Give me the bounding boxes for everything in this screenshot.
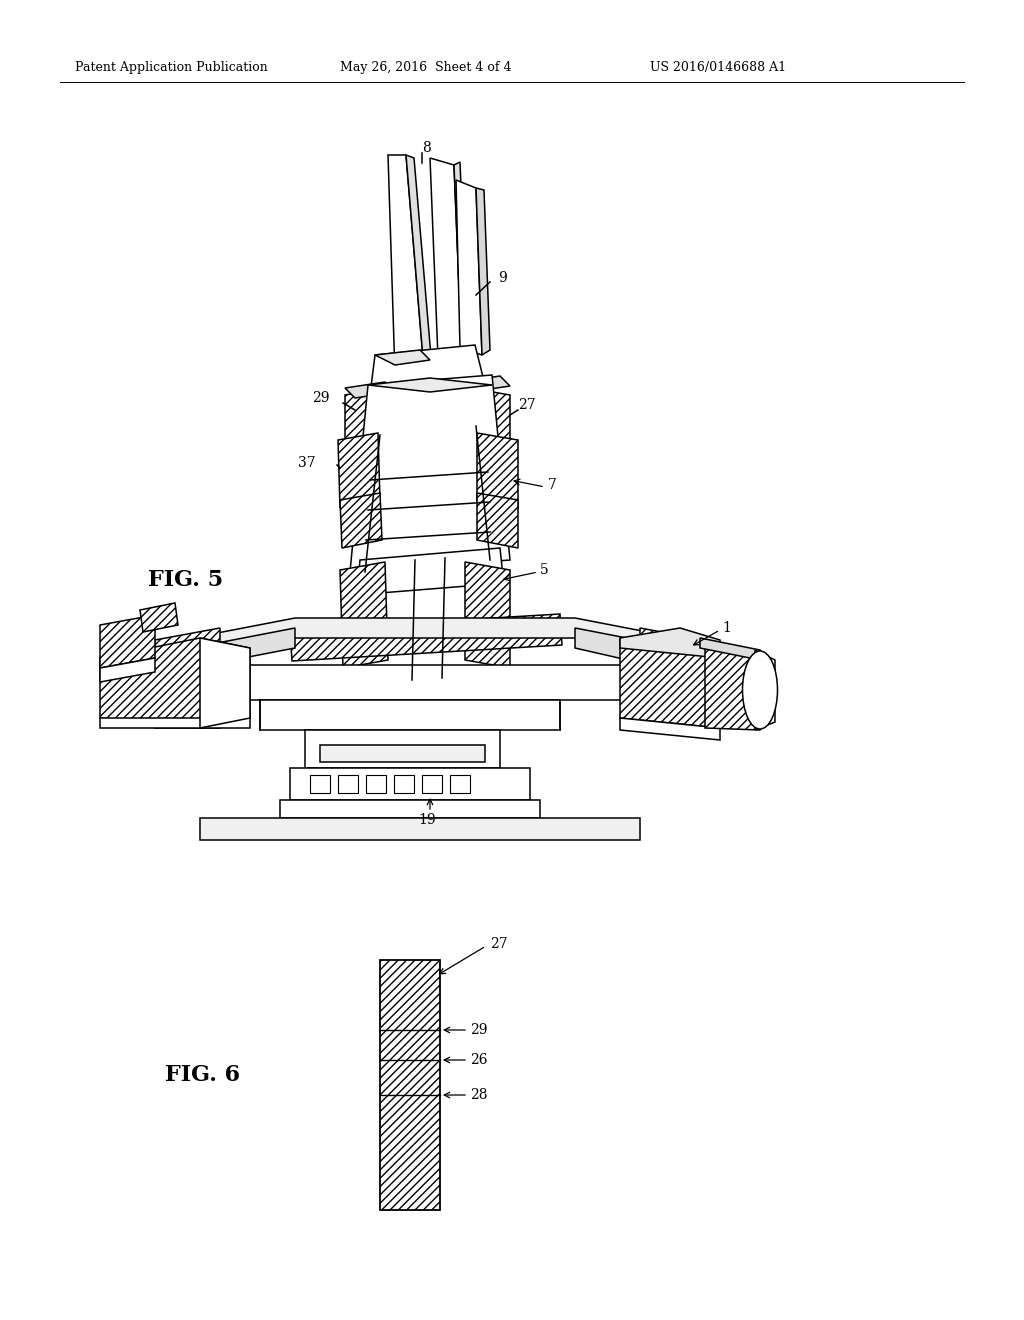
Polygon shape — [290, 614, 562, 661]
Polygon shape — [338, 433, 380, 508]
Text: 27: 27 — [518, 399, 536, 412]
Polygon shape — [200, 818, 640, 840]
Polygon shape — [380, 960, 440, 1210]
Polygon shape — [319, 744, 485, 762]
Polygon shape — [394, 775, 414, 793]
Polygon shape — [260, 700, 560, 730]
Polygon shape — [406, 154, 432, 370]
Text: 5: 5 — [540, 564, 549, 577]
Polygon shape — [305, 730, 500, 768]
Polygon shape — [155, 665, 715, 700]
Polygon shape — [350, 375, 510, 572]
Text: 9: 9 — [498, 271, 507, 285]
Polygon shape — [640, 628, 705, 729]
Polygon shape — [200, 638, 250, 729]
Polygon shape — [340, 562, 388, 668]
Polygon shape — [345, 381, 395, 399]
Polygon shape — [388, 154, 424, 375]
Polygon shape — [370, 345, 485, 395]
Polygon shape — [100, 718, 250, 729]
Text: FIG. 5: FIG. 5 — [148, 569, 223, 591]
Polygon shape — [477, 433, 518, 508]
Polygon shape — [100, 638, 250, 729]
Polygon shape — [155, 628, 295, 675]
Text: May 26, 2016  Sheet 4 of 4: May 26, 2016 Sheet 4 of 4 — [340, 62, 512, 74]
Polygon shape — [575, 628, 715, 680]
Text: 28: 28 — [470, 1088, 487, 1102]
Text: 1: 1 — [722, 620, 731, 635]
Text: Patent Application Publication: Patent Application Publication — [75, 62, 267, 74]
Polygon shape — [155, 618, 715, 665]
Polygon shape — [620, 718, 720, 741]
Polygon shape — [155, 715, 220, 729]
Polygon shape — [375, 350, 430, 366]
Polygon shape — [155, 628, 220, 729]
Polygon shape — [460, 376, 510, 392]
Polygon shape — [755, 649, 775, 730]
Polygon shape — [100, 657, 155, 682]
Polygon shape — [310, 775, 330, 793]
Polygon shape — [620, 638, 720, 729]
Polygon shape — [366, 775, 386, 793]
Text: 8: 8 — [422, 141, 431, 154]
Polygon shape — [700, 638, 760, 660]
Polygon shape — [476, 187, 490, 355]
Text: FIG. 6: FIG. 6 — [165, 1064, 240, 1086]
Polygon shape — [368, 378, 492, 392]
Polygon shape — [340, 492, 382, 548]
Polygon shape — [450, 775, 470, 793]
Polygon shape — [345, 388, 385, 442]
Polygon shape — [365, 426, 490, 572]
Polygon shape — [477, 492, 518, 548]
Polygon shape — [705, 640, 760, 730]
Polygon shape — [470, 388, 510, 442]
Text: 27: 27 — [490, 937, 508, 950]
Polygon shape — [454, 162, 468, 360]
Text: 19: 19 — [418, 813, 435, 828]
Text: US 2016/0146688 A1: US 2016/0146688 A1 — [650, 62, 786, 74]
Polygon shape — [280, 800, 540, 818]
Polygon shape — [140, 603, 178, 632]
Polygon shape — [338, 775, 358, 793]
Polygon shape — [422, 775, 442, 793]
Polygon shape — [100, 615, 155, 668]
Polygon shape — [465, 562, 510, 668]
Polygon shape — [355, 548, 505, 607]
Polygon shape — [620, 628, 720, 657]
Polygon shape — [350, 583, 508, 632]
Text: 29: 29 — [470, 1023, 487, 1038]
Text: 7: 7 — [548, 478, 557, 492]
Text: 29: 29 — [312, 391, 330, 405]
Polygon shape — [456, 180, 482, 355]
Ellipse shape — [742, 651, 777, 729]
Polygon shape — [430, 158, 462, 360]
Polygon shape — [290, 768, 530, 800]
Text: 37: 37 — [298, 455, 315, 470]
Text: 26: 26 — [470, 1053, 487, 1067]
